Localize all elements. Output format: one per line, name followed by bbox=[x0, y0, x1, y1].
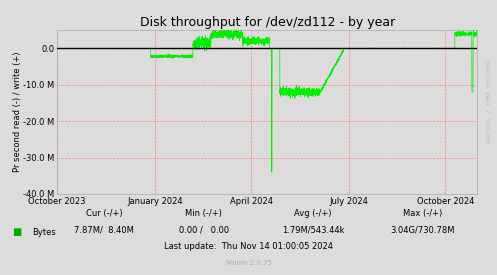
Text: 3.04G/730.78M: 3.04G/730.78M bbox=[390, 226, 455, 234]
Text: Avg (-/+): Avg (-/+) bbox=[294, 209, 332, 218]
Text: Max (-/+): Max (-/+) bbox=[403, 209, 442, 218]
Text: Min (-/+): Min (-/+) bbox=[185, 209, 222, 218]
Text: Bytes: Bytes bbox=[32, 228, 56, 237]
Text: 0.00 /   0.00: 0.00 / 0.00 bbox=[179, 226, 229, 234]
Title: Disk throughput for /dev/zd112 - by year: Disk throughput for /dev/zd112 - by year bbox=[140, 16, 395, 29]
Text: Munin 2.0.75: Munin 2.0.75 bbox=[226, 260, 271, 266]
Text: Cur (-/+): Cur (-/+) bbox=[86, 209, 123, 218]
Text: RRDTOOL / TOBI OETIKER: RRDTOOL / TOBI OETIKER bbox=[486, 60, 491, 143]
Y-axis label: Pr second read (-) / write (+): Pr second read (-) / write (+) bbox=[12, 52, 21, 172]
Text: 1.79M/543.44k: 1.79M/543.44k bbox=[282, 226, 344, 234]
Text: Last update:  Thu Nov 14 01:00:05 2024: Last update: Thu Nov 14 01:00:05 2024 bbox=[164, 242, 333, 251]
Text: 7.87M/  8.40M: 7.87M/ 8.40M bbox=[75, 226, 134, 234]
Text: ■: ■ bbox=[12, 227, 22, 237]
